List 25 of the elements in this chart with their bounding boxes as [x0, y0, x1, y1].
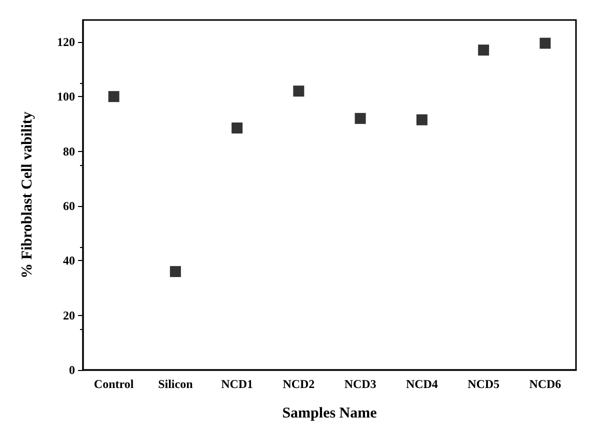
y-tick-label: 60	[63, 198, 75, 213]
point	[540, 38, 551, 49]
y-tick-label: 120	[57, 34, 75, 49]
x-axis-title: Samples Name	[282, 406, 378, 422]
x-tick-label: NCD4	[406, 377, 438, 391]
point	[108, 91, 120, 102]
x-tick-label: NCD2	[282, 377, 315, 391]
y-axis-title: % Fibroblast Cell vability	[20, 111, 36, 278]
x-tick-label: Control	[94, 377, 134, 391]
y-tick-label: 20	[63, 308, 75, 322]
point	[232, 122, 243, 134]
point	[416, 114, 428, 126]
x-tick-label: NCD1	[221, 377, 254, 391]
y-tick-label: 0	[69, 363, 75, 377]
y-tick-label: 80	[63, 144, 75, 158]
x-tick-label: Silicon	[158, 377, 194, 391]
point	[354, 112, 366, 124]
point	[170, 266, 181, 278]
point	[293, 86, 304, 97]
x-tick-label: NCD5	[468, 377, 500, 391]
point	[478, 44, 490, 56]
x-tick-label: NCD6	[529, 377, 562, 391]
x-tick-label: NCD3	[344, 377, 376, 391]
y-tick-label: 100	[57, 90, 75, 104]
y-tick-label: 40	[63, 254, 75, 268]
